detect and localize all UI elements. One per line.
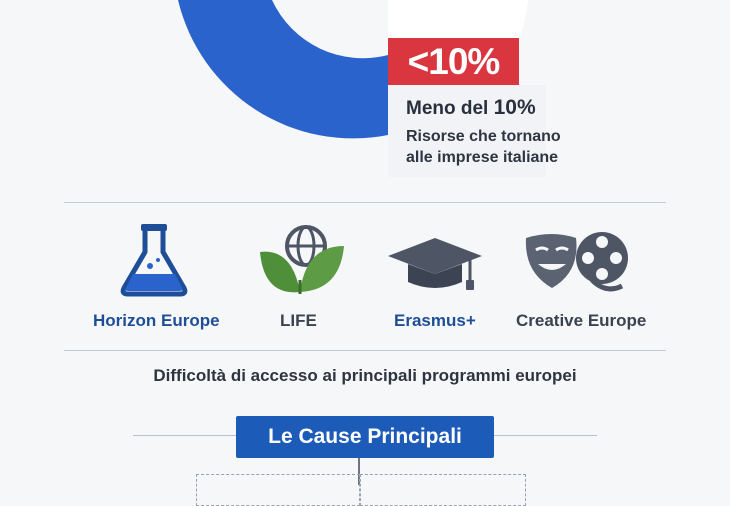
causes-line-right	[494, 435, 597, 436]
flask-icon	[120, 224, 188, 297]
info-line-1: Risorse che tornano	[406, 128, 561, 145]
donut-blue-segment	[178, 0, 388, 139]
causes-line-left	[133, 435, 236, 436]
info-title-prefix: Meno del	[406, 98, 494, 119]
globe-leaves-icon	[260, 225, 344, 294]
program-label-life: LIFE	[280, 311, 317, 330]
info-line-2: alle imprese italiane	[406, 149, 559, 166]
info-title: Meno del 10%	[406, 96, 536, 120]
cause-box-right	[360, 474, 526, 506]
graduation-cap-icon	[388, 238, 482, 290]
info-card	[388, 85, 546, 177]
divider-middle	[64, 350, 666, 351]
program-label-creative-europe: Creative Europe	[516, 311, 647, 330]
donut-red-segment	[388, 0, 528, 38]
cause-box-left	[196, 474, 360, 506]
info-description: Risorse che tornano alle imprese italian…	[406, 126, 561, 168]
donut-chart	[178, 0, 528, 139]
info-title-value: 10%	[493, 96, 536, 119]
section-subtitle: Difficoltà di accesso ai principali prog…	[153, 366, 577, 385]
program-label-erasmus: Erasmus+	[394, 311, 476, 330]
causes-heading-banner: Le Cause Principali	[236, 416, 494, 458]
causes-connector	[358, 458, 360, 485]
percentage-badge: <10%	[388, 38, 519, 85]
theater-masks-film-icon	[525, 232, 628, 292]
divider-top	[64, 202, 666, 203]
program-label-horizon-europe: Horizon Europe	[93, 311, 220, 330]
